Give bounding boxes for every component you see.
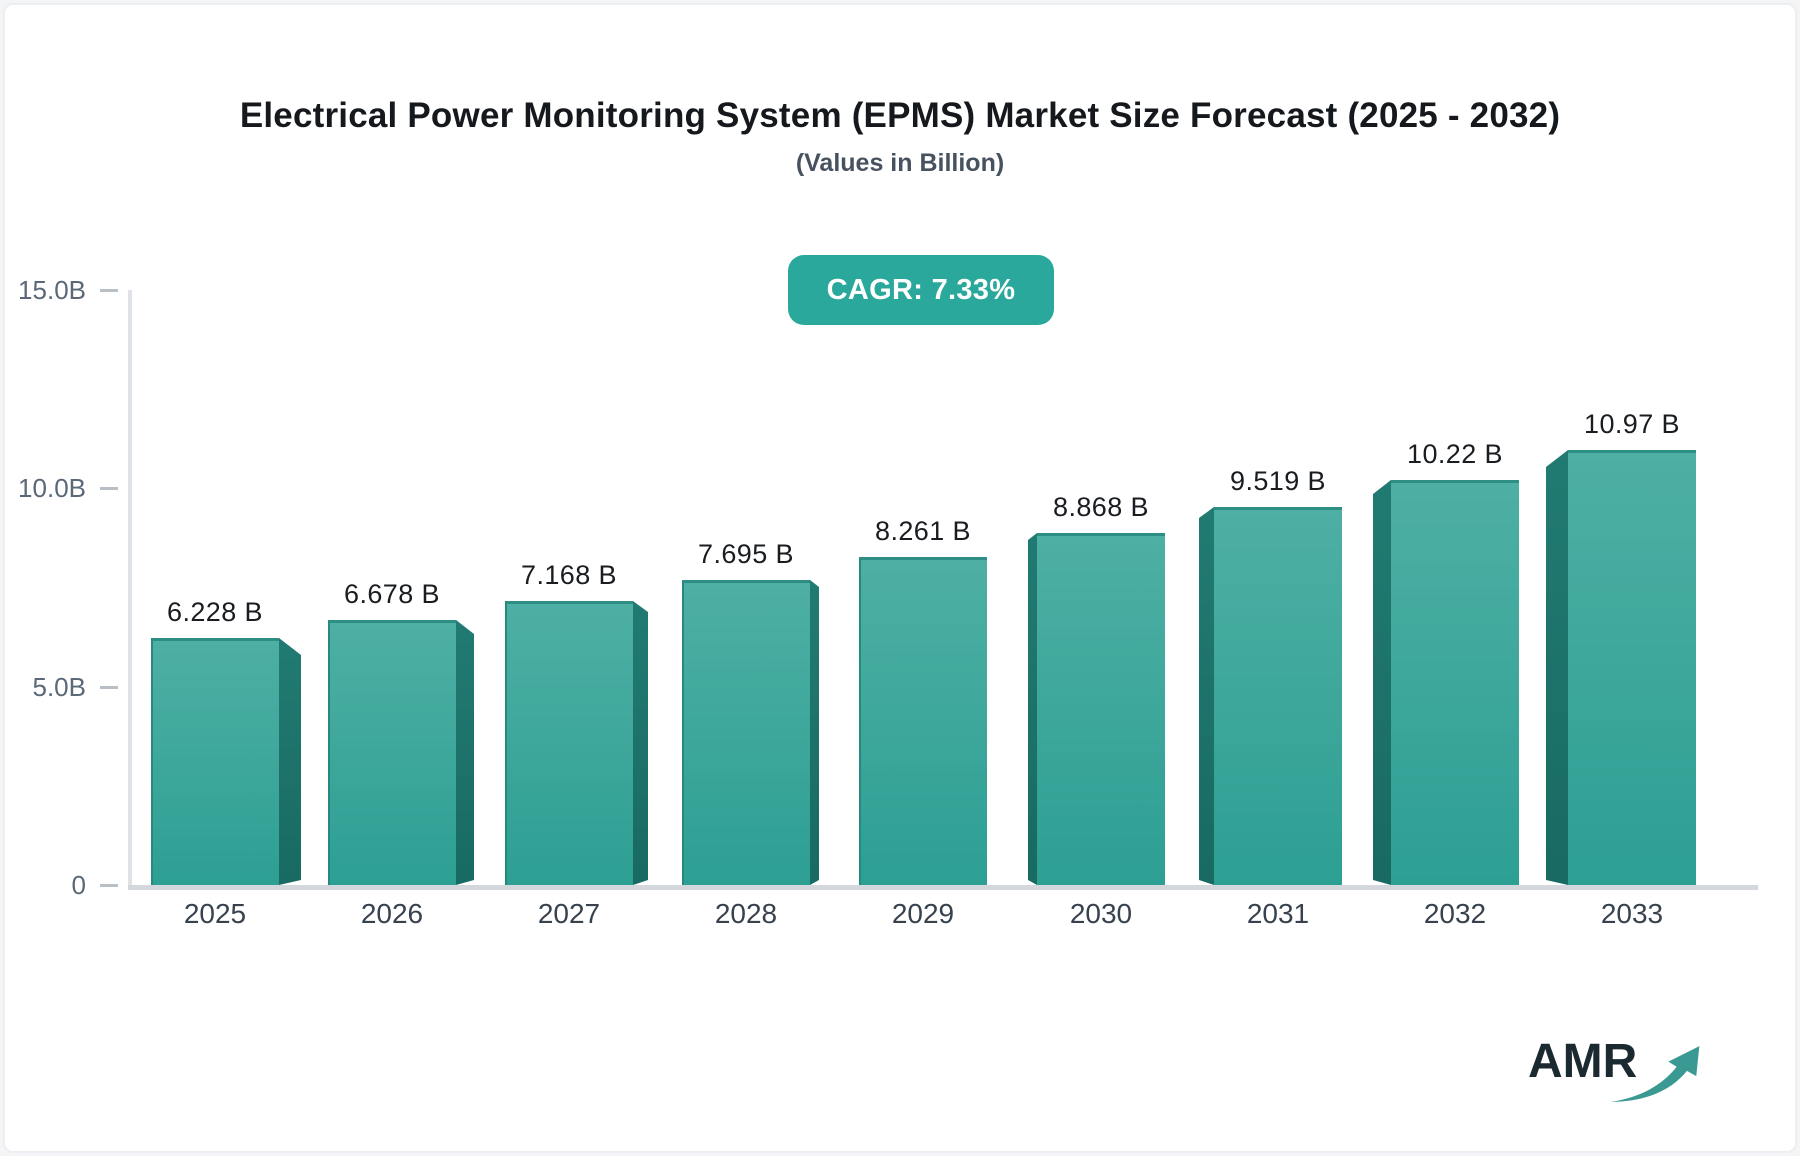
y-axis-line bbox=[128, 290, 132, 890]
x-tick-label-2033: 2033 bbox=[1600, 898, 1664, 929]
bar-side-face-2025 bbox=[279, 638, 301, 885]
page-title: Electrical Power Monitoring System (EPMS… bbox=[239, 96, 1561, 135]
x-tick-label-2029: 2029 bbox=[891, 898, 955, 929]
bar-value-label: 9.519 B bbox=[1230, 466, 1326, 496]
y-tick-dash bbox=[100, 685, 118, 689]
bar-2027[interactable] bbox=[505, 601, 633, 885]
bar-group-2031: 9.519 B bbox=[1214, 466, 1342, 885]
bar-side-face-2032 bbox=[1373, 480, 1391, 885]
bar-side-face-2026 bbox=[456, 620, 474, 885]
x-tick-label-2031: 2031 bbox=[1246, 898, 1310, 929]
bar-2030[interactable] bbox=[1037, 533, 1165, 885]
bar-2025[interactable] bbox=[151, 638, 279, 885]
x-tick-label-2026: 2026 bbox=[360, 898, 424, 929]
bar-2029[interactable] bbox=[859, 557, 987, 885]
y-tick-label: 10.0B bbox=[18, 473, 86, 504]
bar-value-label: 10.22 B bbox=[1407, 439, 1503, 469]
trend-up-arrow-icon bbox=[1610, 1046, 1700, 1102]
page-subtitle: (Values in Billion) bbox=[795, 149, 1005, 177]
bar-2026[interactable] bbox=[328, 620, 456, 885]
bar-group-2032: 10.22 B bbox=[1391, 439, 1519, 885]
bar-group-2029: 8.261 B bbox=[859, 516, 987, 885]
bar-value-label: 6.678 B bbox=[344, 579, 440, 609]
y-tick-label: 0 bbox=[71, 870, 86, 900]
bar-2031[interactable] bbox=[1214, 507, 1342, 885]
bar-group-2025: 6.228 B bbox=[151, 597, 279, 885]
bar-value-label: 7.695 B bbox=[698, 539, 794, 569]
x-tick-label-2032: 2032 bbox=[1423, 898, 1487, 929]
bar-group-2026: 6.678 B bbox=[328, 579, 456, 885]
y-tick-dash bbox=[100, 884, 118, 887]
bar-value-label: 10.97 B bbox=[1584, 409, 1680, 439]
bar-value-label: 7.168 B bbox=[521, 560, 617, 590]
bar-2028[interactable] bbox=[682, 580, 810, 885]
cagr-badge: CAGR: 7.33% bbox=[788, 255, 1054, 325]
x-tick-label-2027: 2027 bbox=[537, 898, 601, 929]
y-tick-dash bbox=[100, 487, 118, 491]
y-tick-dash bbox=[100, 288, 118, 292]
amr-logo-text: AMR bbox=[1528, 1035, 1638, 1088]
bar-value-label: 8.868 B bbox=[1053, 492, 1149, 522]
y-tick-label: 5.0B bbox=[32, 671, 87, 702]
amr-logo[interactable]: AMR bbox=[1528, 1034, 1718, 1118]
x-tick-label-2030: 2030 bbox=[1069, 898, 1133, 929]
bar-value-label: 8.261 B bbox=[875, 516, 971, 546]
bar-value-label: 6.228 B bbox=[167, 597, 263, 627]
bar-side-face-2033 bbox=[1546, 450, 1568, 885]
y-tick-label: 15.0B bbox=[18, 274, 86, 305]
bar-2033[interactable] bbox=[1568, 450, 1696, 885]
bar-side-face-2027 bbox=[633, 601, 648, 885]
bar-side-face-2028 bbox=[810, 580, 819, 885]
bar-group-2030: 8.868 B bbox=[1037, 492, 1165, 885]
x-tick-label-2025: 2025 bbox=[183, 898, 247, 929]
cagr-badge-label: CAGR: 7.33% bbox=[826, 273, 1016, 306]
bar-group-2027: 7.168 B bbox=[505, 560, 633, 885]
bar-2032[interactable] bbox=[1391, 480, 1519, 885]
bar-group-2028: 7.695 B bbox=[682, 539, 810, 885]
x-axis-baseline bbox=[128, 885, 1758, 890]
bar-side-face-2031 bbox=[1199, 507, 1214, 885]
x-tick-label-2028: 2028 bbox=[714, 898, 778, 929]
bar-group-2033: 10.97 B bbox=[1568, 409, 1696, 885]
bar-side-face-2030 bbox=[1028, 533, 1037, 885]
